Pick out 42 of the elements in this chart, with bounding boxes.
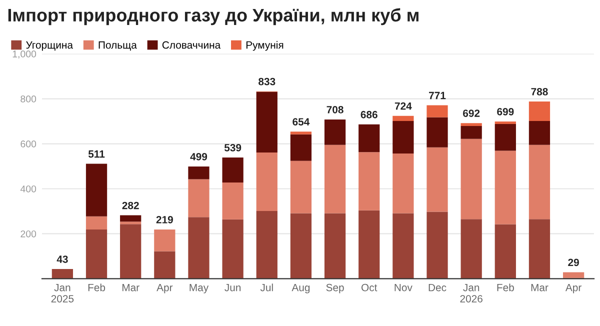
total-label: 511 — [88, 150, 105, 158]
chart-title: Імпорт природного газу до України, млн куб м — [8, 8, 418, 26]
y-tick-label: 400 — [20, 185, 36, 192]
y-tick-label: 200 — [20, 230, 36, 238]
total-label: 43 — [56, 256, 68, 263]
total-label: 654 — [292, 118, 310, 126]
total-label: 724 — [394, 102, 412, 110]
total-label: 29 — [568, 258, 579, 266]
x-tick-label: Dec — [428, 284, 446, 292]
x-tick-label: Jul — [260, 284, 273, 292]
y-tick-label: 800 — [20, 96, 36, 102]
total-label: 692 — [463, 110, 480, 117]
total-label: 833 — [258, 78, 276, 86]
legend-label: Румунія — [246, 41, 284, 51]
x-tick-label: Jan 2026 — [460, 284, 482, 302]
total-label: 699 — [497, 108, 514, 116]
x-tick-label: Nov — [394, 284, 412, 292]
y-tick-label: 600 — [20, 140, 36, 148]
x-tick-label: Sep — [326, 284, 344, 294]
total-label: 219 — [156, 216, 173, 224]
x-tick-label: Oct — [362, 284, 378, 292]
total-label: 539 — [224, 144, 242, 152]
legend-label: Словаччина — [162, 41, 221, 49]
total-label: 708 — [326, 106, 344, 114]
y-tick-label: 1,000 — [12, 50, 36, 59]
x-tick-label: Feb — [497, 284, 514, 292]
total-label: 282 — [122, 202, 139, 210]
x-tick-label: Aug — [292, 284, 310, 294]
x-tick-label: Mar — [531, 284, 548, 292]
total-label: 788 — [531, 88, 548, 96]
x-tick-label: May — [190, 284, 209, 294]
total-label: 499 — [190, 153, 208, 160]
total-label: 686 — [360, 110, 378, 118]
legend-label: Польща — [98, 41, 137, 51]
legend-label: Угорщина — [26, 41, 73, 51]
x-tick-label: Jan 2025 — [51, 284, 74, 302]
x-tick-label: Mar — [122, 284, 140, 292]
x-tick-label: Apr — [156, 284, 173, 294]
x-tick-label: Feb — [88, 284, 106, 292]
x-tick-label: Jun — [224, 284, 241, 292]
total-label: 771 — [429, 92, 446, 100]
x-tick-label: Apr — [565, 284, 582, 294]
